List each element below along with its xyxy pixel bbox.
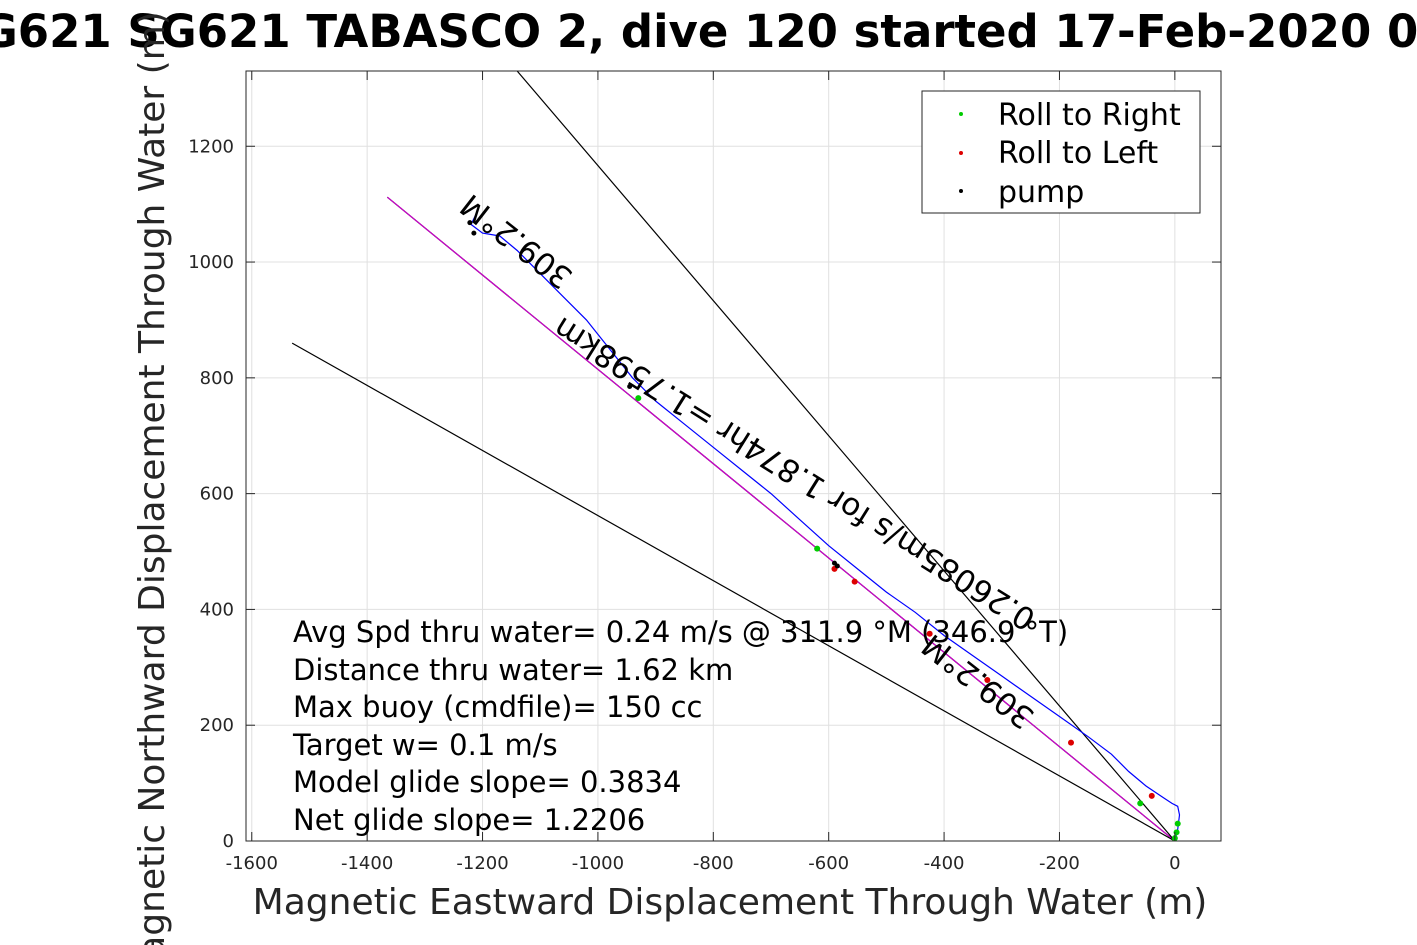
pump-point — [471, 230, 477, 236]
y-tick-label: 800 — [200, 368, 234, 389]
annotation-distance: Distance thru water= 1.62 km — [293, 653, 733, 687]
x-tick-label: -1200 — [456, 853, 508, 874]
legend-box — [921, 90, 1201, 214]
annotation-avg-speed: Avg Spd thru water= 0.24 m/s @ 311.9 °M … — [293, 615, 1068, 649]
roll-right-point — [1137, 800, 1144, 807]
legend-label-pump: pump — [998, 175, 1084, 210]
annotation-target-w: Target w= 0.1 m/s — [292, 728, 558, 762]
annotation-model-glide-slope: Model glide slope= 0.3834 — [293, 765, 681, 799]
legend-marker-roll-right — [959, 112, 963, 116]
y-tick-label: 1200 — [188, 136, 234, 157]
legend-marker-roll-left — [959, 151, 963, 155]
x-tick-label: -200 — [1039, 853, 1080, 874]
y-tick-label: 600 — [200, 484, 234, 505]
legend-label-roll-left: Roll to Left — [998, 136, 1158, 171]
roll-left-point — [1148, 792, 1155, 799]
roll-left-point — [851, 578, 858, 585]
series-layer — [291, 71, 1181, 841]
x-tick-label: -800 — [693, 853, 734, 874]
roll-left-point — [926, 630, 933, 637]
annotation-net-glide-slope: Net glide slope= 1.2206 — [293, 803, 645, 837]
reference-line-1 — [386, 196, 1176, 841]
track-line — [470, 212, 1181, 841]
axis-ticks: -1600 -1400 -1200 -1000 -800 -600 -400 -200 0 0 20… — [188, 71, 1221, 874]
x-axis-label: Magnetic Eastward Displacement Through W… — [253, 882, 1208, 923]
y-tick-label: 400 — [200, 599, 234, 620]
legend-marker-pump — [959, 189, 963, 193]
x-tick-label: -400 — [924, 853, 965, 874]
y-axis-label: Magnetic Northward Displacement Through … — [132, 11, 173, 945]
pump-point — [467, 220, 473, 226]
legend: Roll to Right Roll to Left pump — [921, 90, 1201, 214]
reference-line-2 — [291, 342, 1176, 841]
chart-title: SG621 SG621 TABASCO 2, dive 120 started … — [0, 5, 1417, 58]
x-tick-label: -1400 — [341, 853, 393, 874]
pump-point — [627, 384, 633, 390]
stats-annotations: Avg Spd thru water= 0.24 m/s @ 311.9 °M … — [292, 615, 1068, 837]
plot-frame — [245, 70, 1222, 842]
y-tick-label: 0 — [223, 831, 234, 852]
x-tick-label: -600 — [808, 853, 849, 874]
y-tick-label: 1000 — [188, 252, 234, 273]
x-tick-label: -1600 — [226, 853, 278, 874]
x-tick-label: 0 — [1169, 853, 1180, 874]
reference-line-3 — [516, 71, 1176, 841]
roll-right-point — [635, 395, 642, 402]
roll-right-point — [1174, 820, 1181, 827]
roll-left-point — [1068, 739, 1074, 746]
roll-right-point — [814, 545, 821, 552]
y-tick-label: 200 — [200, 715, 234, 736]
roll-left-point — [984, 677, 991, 684]
legend-label-roll-right: Roll to Right — [998, 98, 1181, 133]
x-tick-label: -1000 — [572, 853, 624, 874]
pump-point — [831, 560, 837, 566]
annotation-max-buoy: Max buoy (cmdfile)= 150 cc — [293, 690, 702, 724]
